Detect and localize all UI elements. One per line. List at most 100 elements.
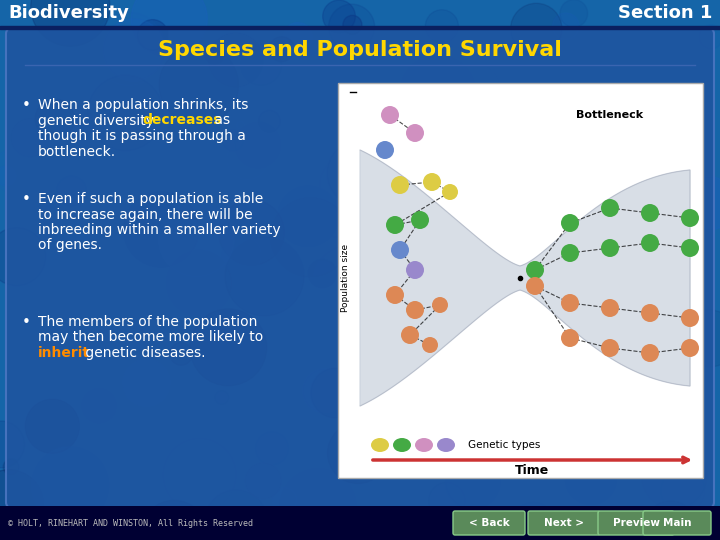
- Circle shape: [698, 25, 720, 49]
- Ellipse shape: [415, 438, 433, 452]
- Circle shape: [401, 326, 419, 344]
- Circle shape: [159, 201, 234, 277]
- Circle shape: [163, 438, 236, 511]
- Text: Population size: Population size: [341, 244, 351, 312]
- Circle shape: [463, 521, 490, 540]
- Circle shape: [81, 388, 117, 423]
- Circle shape: [360, 235, 390, 267]
- Circle shape: [564, 262, 598, 295]
- Circle shape: [381, 106, 399, 124]
- Circle shape: [190, 309, 266, 386]
- Circle shape: [544, 104, 616, 177]
- Circle shape: [385, 266, 451, 332]
- Circle shape: [56, 176, 86, 206]
- Circle shape: [327, 140, 393, 206]
- Circle shape: [255, 431, 289, 465]
- Circle shape: [432, 297, 448, 313]
- Circle shape: [681, 310, 720, 367]
- Circle shape: [235, 122, 281, 168]
- Circle shape: [272, 488, 297, 512]
- Circle shape: [386, 286, 404, 304]
- Circle shape: [3, 459, 19, 475]
- Circle shape: [528, 346, 578, 395]
- Circle shape: [336, 176, 390, 231]
- Circle shape: [544, 172, 588, 216]
- Circle shape: [148, 507, 182, 540]
- Circle shape: [428, 482, 465, 519]
- FancyBboxPatch shape: [643, 511, 711, 535]
- Text: The members of the population: The members of the population: [38, 315, 257, 329]
- Circle shape: [380, 359, 408, 387]
- Circle shape: [654, 85, 670, 100]
- Circle shape: [406, 301, 424, 319]
- Circle shape: [266, 516, 308, 540]
- Circle shape: [283, 23, 312, 52]
- Circle shape: [552, 13, 579, 39]
- Text: to increase again, there will be: to increase again, there will be: [38, 207, 253, 221]
- Circle shape: [681, 239, 699, 257]
- Circle shape: [641, 234, 659, 252]
- Circle shape: [449, 271, 513, 335]
- Circle shape: [660, 468, 705, 513]
- FancyBboxPatch shape: [598, 511, 674, 535]
- Circle shape: [235, 279, 255, 299]
- Text: Next >: Next >: [544, 518, 584, 528]
- Circle shape: [601, 299, 619, 317]
- Circle shape: [333, 450, 366, 482]
- Circle shape: [103, 19, 165, 81]
- Text: © HOLT, RINEHART AND WINSTON, All Rights Reserved: © HOLT, RINEHART AND WINSTON, All Rights…: [8, 518, 253, 528]
- Circle shape: [258, 110, 281, 132]
- Circle shape: [372, 307, 405, 341]
- Circle shape: [159, 45, 238, 125]
- Circle shape: [561, 294, 579, 312]
- Text: Bottleneck: Bottleneck: [577, 110, 644, 120]
- Circle shape: [620, 145, 635, 160]
- Circle shape: [433, 361, 441, 370]
- Circle shape: [601, 239, 619, 257]
- Text: bottleneck.: bottleneck.: [38, 145, 116, 159]
- Circle shape: [575, 193, 611, 230]
- Circle shape: [123, 359, 170, 407]
- FancyBboxPatch shape: [0, 506, 720, 540]
- Circle shape: [618, 383, 643, 408]
- Circle shape: [25, 399, 79, 453]
- Circle shape: [395, 106, 431, 142]
- Circle shape: [426, 10, 459, 43]
- Circle shape: [0, 227, 46, 286]
- Circle shape: [626, 327, 634, 335]
- Circle shape: [222, 130, 243, 151]
- Circle shape: [526, 277, 544, 295]
- Circle shape: [510, 3, 562, 55]
- Circle shape: [681, 209, 699, 227]
- Text: though it is passing through a: though it is passing through a: [38, 129, 246, 143]
- Circle shape: [485, 281, 544, 341]
- Circle shape: [446, 455, 500, 509]
- Circle shape: [391, 241, 409, 259]
- Circle shape: [138, 19, 168, 50]
- Circle shape: [0, 470, 44, 539]
- Text: •: •: [22, 315, 31, 330]
- Circle shape: [140, 501, 208, 540]
- Circle shape: [456, 148, 515, 206]
- Circle shape: [406, 261, 424, 279]
- Circle shape: [328, 4, 374, 50]
- Ellipse shape: [393, 438, 411, 452]
- Text: Genetic types: Genetic types: [468, 440, 541, 450]
- Circle shape: [508, 385, 530, 406]
- Circle shape: [601, 199, 619, 217]
- Circle shape: [519, 158, 561, 200]
- Text: Main: Main: [662, 518, 691, 528]
- Circle shape: [376, 141, 394, 159]
- Circle shape: [560, 0, 588, 28]
- Circle shape: [32, 447, 109, 524]
- Circle shape: [644, 190, 697, 243]
- Text: decreases: decreases: [142, 113, 222, 127]
- Circle shape: [377, 124, 452, 199]
- Text: genetic diseases.: genetic diseases.: [81, 346, 205, 360]
- Circle shape: [205, 490, 267, 540]
- Text: Even if such a population is able: Even if such a population is able: [38, 192, 264, 206]
- Circle shape: [406, 124, 424, 142]
- Circle shape: [422, 337, 438, 353]
- Circle shape: [642, 444, 707, 509]
- Circle shape: [601, 339, 619, 357]
